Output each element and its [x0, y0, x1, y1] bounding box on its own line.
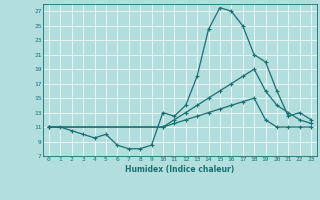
X-axis label: Humidex (Indice chaleur): Humidex (Indice chaleur) — [125, 165, 235, 174]
